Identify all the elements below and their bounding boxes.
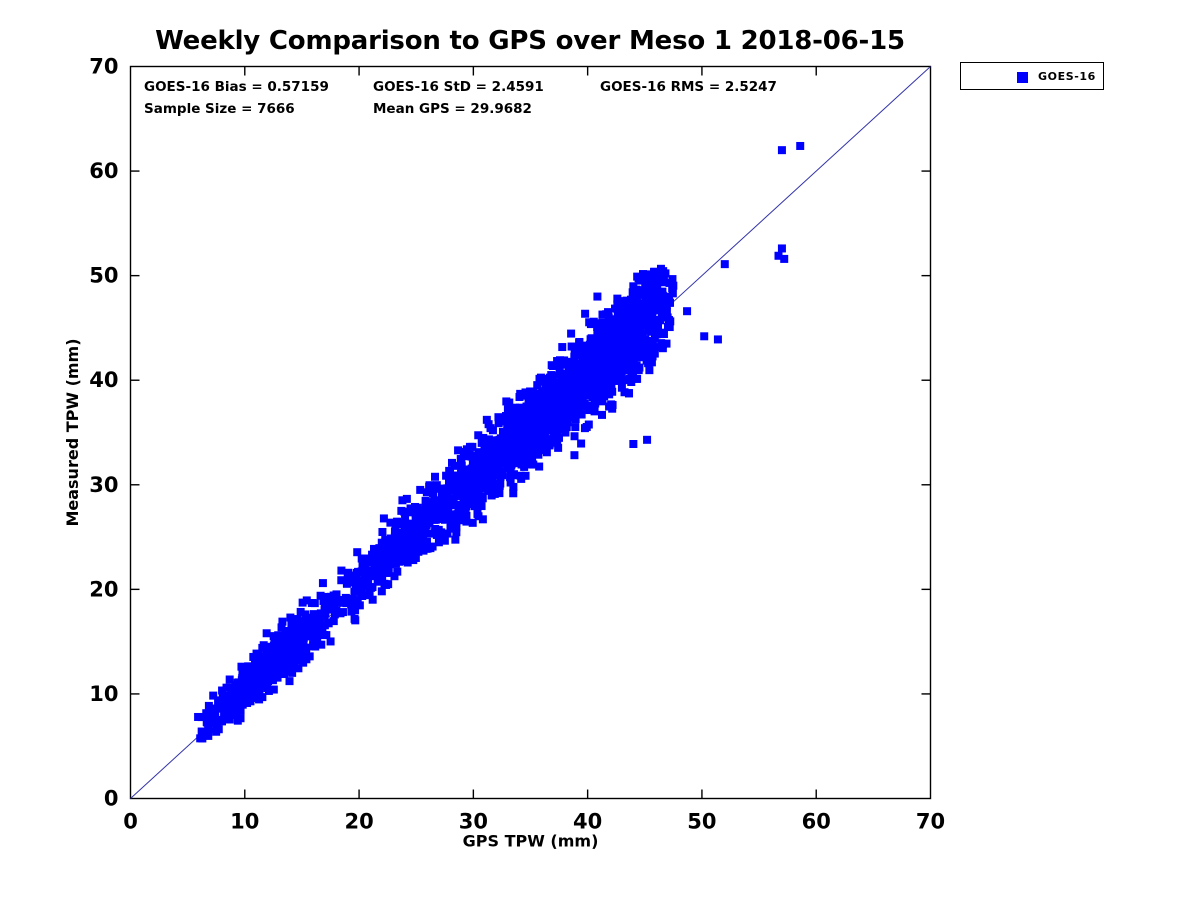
- scatter-points-goes16: [194, 141, 805, 743]
- annotation-rms: GOES-16 RMS = 2.5247: [600, 79, 777, 95]
- svg-text:10: 10: [89, 682, 118, 706]
- legend-label: GOES-16: [1038, 70, 1096, 83]
- page-title: Weekly Comparison to GPS over Meso 1 201…: [155, 26, 905, 56]
- svg-text:30: 30: [459, 810, 488, 834]
- svg-text:20: 20: [89, 577, 118, 601]
- svg-text:70: 70: [916, 810, 945, 834]
- annotation-bias: GOES-16 Bias = 0.57159: [144, 79, 329, 95]
- svg-text:50: 50: [89, 264, 118, 288]
- tick-labels: 0 10 20 30 40 50 60 70 0 10 20 30 40 50 60 70: [89, 55, 945, 834]
- axes: [129, 65, 932, 800]
- svg-text:50: 50: [687, 810, 716, 834]
- svg-text:30: 30: [89, 473, 118, 497]
- svg-text:0: 0: [123, 810, 138, 834]
- svg-text:60: 60: [802, 810, 831, 834]
- svg-text:10: 10: [230, 810, 259, 834]
- svg-text:0: 0: [104, 787, 119, 811]
- svg-text:20: 20: [344, 810, 373, 834]
- annotation-sample-size: Sample Size = 7666: [144, 101, 295, 117]
- annotation-mean-gps: Mean GPS = 29.9682: [373, 101, 532, 117]
- legend-marker-icon: [1017, 72, 1028, 83]
- axis-titles: GPS TPW (mm) Measured TPW (mm): [63, 338, 598, 850]
- svg-text:40: 40: [89, 368, 118, 392]
- svg-text:Measured TPW (mm): Measured TPW (mm): [63, 338, 82, 526]
- legend[interactable]: GOES-16: [960, 62, 1104, 90]
- svg-text:70: 70: [89, 55, 118, 79]
- annotation-std: GOES-16 StD = 2.4591: [373, 79, 544, 95]
- svg-text:60: 60: [89, 159, 118, 183]
- svg-text:GPS TPW (mm): GPS TPW (mm): [463, 832, 599, 851]
- svg-text:40: 40: [573, 810, 602, 834]
